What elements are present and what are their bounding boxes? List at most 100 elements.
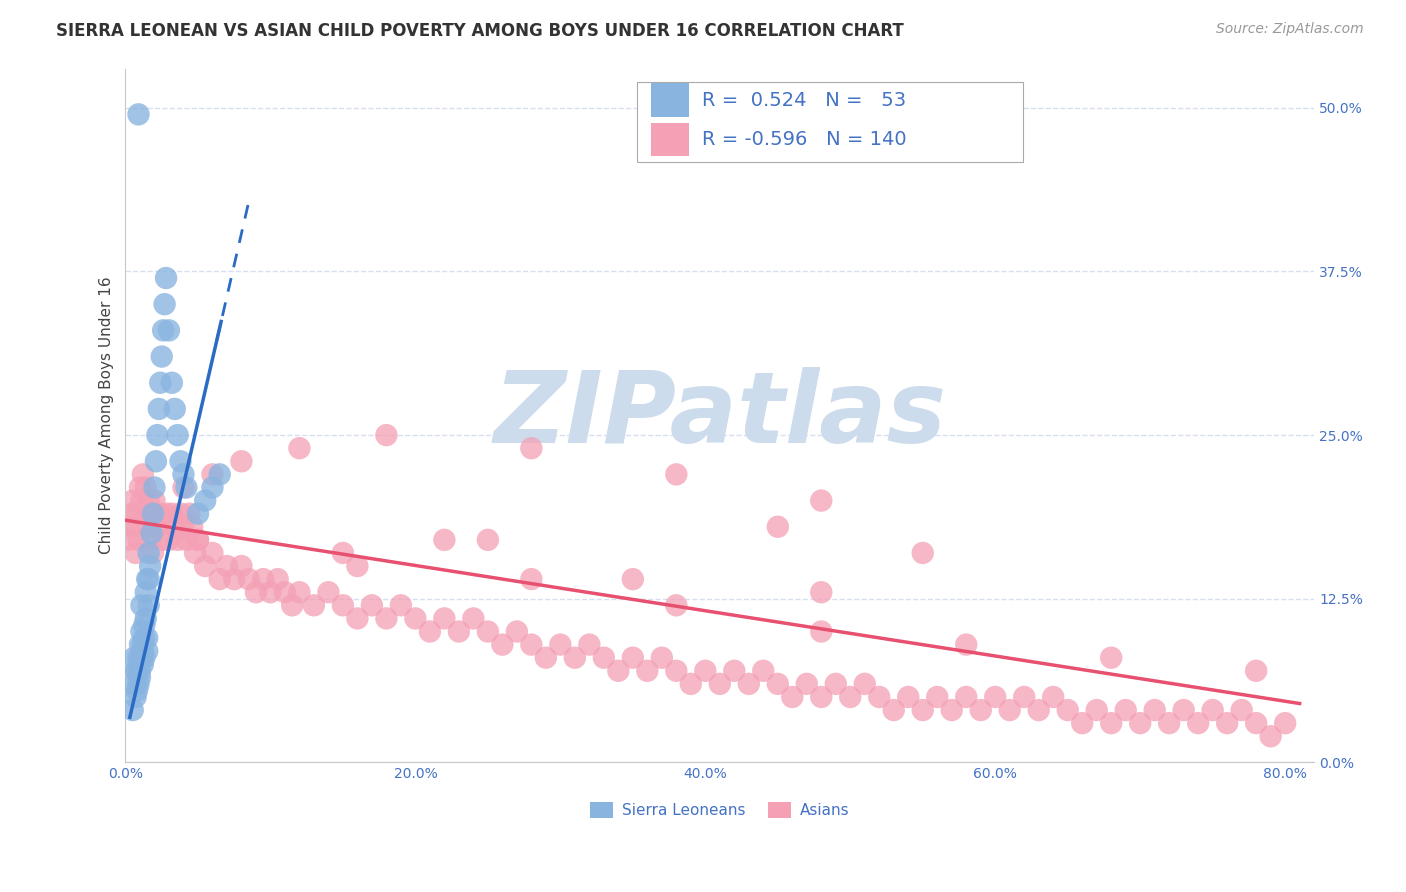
Point [970, 703, 993, 717]
Point [169, 454, 191, 468]
Point [224, 572, 246, 586]
Point [1071, 716, 1094, 731]
Point [550, 638, 572, 652]
Point [143, 507, 166, 521]
Point [132, 657, 155, 672]
Point [194, 559, 217, 574]
Point [578, 638, 600, 652]
Point [125, 507, 148, 521]
Point [245, 585, 267, 599]
Point [135, 611, 157, 625]
Point [621, 650, 644, 665]
Point [1028, 703, 1050, 717]
Point [266, 572, 288, 586]
Point [1230, 703, 1253, 717]
Point [955, 690, 977, 704]
Point [135, 585, 157, 599]
Point [651, 650, 673, 665]
Legend: Sierra Leoneans, Asians: Sierra Leoneans, Asians [583, 796, 856, 824]
Point [332, 546, 354, 560]
Y-axis label: Child Poverty Among Boys Under 16: Child Poverty Among Boys Under 16 [100, 277, 114, 554]
Text: ZIPatlas: ZIPatlas [494, 367, 946, 464]
Point [124, 664, 146, 678]
Point [375, 611, 398, 625]
Point [1201, 703, 1223, 717]
Point [208, 572, 231, 586]
Point [194, 493, 217, 508]
Text: SIERRA LEONEAN VS ASIAN CHILD POVERTY AMONG BOYS UNDER 16 CORRELATION CHART: SIERRA LEONEAN VS ASIAN CHILD POVERTY AM… [56, 22, 904, 40]
Point [389, 599, 412, 613]
Point [665, 467, 688, 482]
Point [1260, 729, 1282, 743]
Point [125, 664, 148, 678]
Point [839, 690, 862, 704]
Point [564, 650, 586, 665]
Point [155, 271, 177, 285]
Point [163, 520, 186, 534]
Point [149, 376, 172, 390]
Point [752, 664, 775, 678]
Point [621, 572, 644, 586]
Point [477, 624, 499, 639]
Point [318, 585, 340, 599]
Point [160, 507, 183, 521]
Point [288, 441, 311, 455]
Point [520, 441, 543, 455]
Point [520, 638, 543, 652]
Point [152, 323, 174, 337]
Point [150, 350, 173, 364]
Point [160, 376, 183, 390]
Point [136, 644, 159, 658]
Point [141, 507, 163, 521]
Point [184, 546, 207, 560]
Point [146, 520, 169, 534]
Point [187, 507, 209, 521]
Point [984, 690, 1007, 704]
Point [146, 428, 169, 442]
Point [129, 670, 152, 684]
Point [131, 624, 153, 639]
Point [134, 507, 156, 521]
Point [231, 454, 253, 468]
Point [124, 546, 146, 560]
Point [143, 481, 166, 495]
Point [607, 664, 630, 678]
Point [166, 533, 188, 547]
Point [138, 493, 160, 508]
Point [172, 467, 194, 482]
Point [1099, 716, 1122, 731]
Point [665, 664, 688, 678]
Point [136, 520, 159, 534]
Point [782, 690, 804, 704]
Point [138, 546, 160, 560]
Point [259, 585, 281, 599]
Point [433, 533, 456, 547]
Point [404, 611, 426, 625]
Point [332, 599, 354, 613]
Point [187, 533, 209, 547]
Point [883, 703, 905, 717]
Point [665, 599, 688, 613]
Point [139, 559, 162, 574]
Point [1216, 716, 1239, 731]
Point [447, 624, 470, 639]
Point [138, 599, 160, 613]
Point [766, 520, 789, 534]
Point [128, 107, 150, 121]
Point [1187, 716, 1209, 731]
Point [148, 401, 170, 416]
Point [152, 533, 174, 547]
Text: Source: ZipAtlas.com: Source: ZipAtlas.com [1216, 22, 1364, 37]
Point [252, 572, 274, 586]
Point [155, 507, 177, 521]
Point [128, 533, 150, 547]
Point [215, 559, 238, 574]
Point [135, 481, 157, 495]
Point [1274, 716, 1296, 731]
Point [238, 572, 260, 586]
Point [810, 585, 832, 599]
Point [433, 611, 456, 625]
Point [1143, 703, 1166, 717]
Point [157, 533, 180, 547]
Point [134, 650, 156, 665]
